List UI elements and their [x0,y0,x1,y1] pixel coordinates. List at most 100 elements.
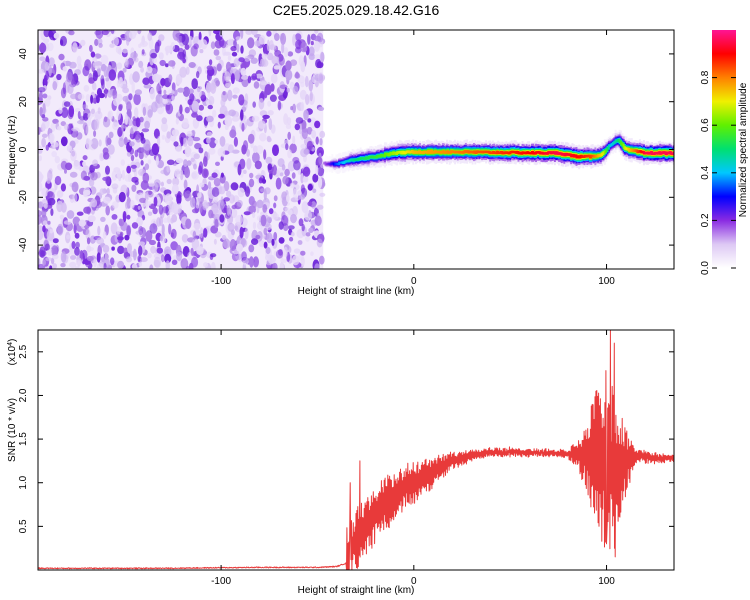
trace-segment [514,150,517,154]
noise-blob [54,155,60,164]
trace-segment [468,150,471,154]
colorbar-tick-label: 0.8 [700,70,711,84]
noise-blob [231,125,236,137]
noise-blob [44,243,51,251]
noise-blob [190,157,195,162]
noise-blob [157,136,161,147]
noise-blob [128,30,137,40]
trace-segment [356,158,359,161]
colorbar-gradient [712,30,736,268]
trace-segment [402,150,405,155]
noise-blob [246,158,252,170]
noise-blob [60,262,66,268]
noise-blob [117,236,124,241]
noise-blob [261,53,268,59]
noise-blob [141,244,146,254]
trace-segment [440,150,443,154]
trace-segment [389,151,392,156]
noise-blob [311,129,317,139]
noise-blob [74,232,80,239]
trace-segment [482,150,485,154]
noise-blob [290,213,297,224]
noise-blob [94,38,99,47]
trace-segment [425,150,428,154]
noise-blob [266,216,272,223]
noise-blob [193,153,200,160]
trace-segment [644,151,647,155]
noise-blob [126,225,131,237]
noise-blob [83,113,89,121]
noise-blob [298,194,306,200]
noise-blob [297,190,302,197]
noise-blob [203,228,208,238]
noise-blob [52,263,57,269]
trace-segment [638,150,641,153]
noise-blob [198,104,204,111]
noise-blob [232,94,238,99]
noise-blob [85,228,91,240]
trace-segment [621,142,624,147]
trace-segment [446,150,448,154]
trace-segment [535,151,537,155]
noise-blob [252,151,260,164]
noise-blob [54,175,62,186]
trace-segment [537,151,540,154]
noise-blob [97,38,103,45]
noise-blob [39,56,46,62]
trace-segment [601,152,604,157]
trace-segment [427,150,430,154]
noise-blob [279,172,284,177]
noise-blob [196,246,204,255]
noise-blob [72,216,81,226]
noise-blob [96,237,105,245]
y-tick-label: 0.5 [18,519,29,533]
noise-blob [76,211,84,216]
noise-blob [183,179,188,190]
noise-blob [199,182,205,188]
trace-segment [458,150,461,154]
noise-blob [206,65,213,71]
noise-blob [52,238,59,244]
trace-segment [387,153,390,157]
noise-blob [39,90,43,100]
noise-blob [185,218,192,230]
trace-segment [392,151,394,156]
noise-blob [259,132,267,142]
noise-blob [285,60,292,71]
trace-segment [598,153,601,157]
noise-blob [171,82,176,92]
noise-blob [176,193,182,205]
noise-blob [64,168,67,174]
noise-blob [210,261,216,269]
noise-blob [125,58,129,68]
trace-segment [605,148,608,153]
noise-blob [256,199,264,209]
noise-blob [312,188,317,194]
trace-segment [362,157,365,160]
noise-blob [77,93,85,100]
trace-segment [663,151,666,154]
noise-blob [149,264,154,269]
noise-blob [175,73,183,85]
noise-blob [316,61,324,69]
trace-segment [516,150,519,154]
noise-blob [194,142,202,150]
noise-blob [208,147,216,155]
trace-segment [545,152,548,155]
noise-blob [307,201,313,207]
noise-blob [152,73,161,83]
noise-blob [211,187,220,197]
noise-blob [181,234,189,243]
noise-blob [319,192,326,197]
trace-segment [572,153,575,158]
noise-blob [267,163,273,171]
noise-blob [251,30,258,36]
noise-blob [314,30,319,34]
noise-blob [264,187,271,195]
trace-segment [398,150,401,154]
noise-blob [203,262,209,268]
y-tick-label: 20 [18,96,29,108]
noise-blob [135,134,142,143]
trace-segment [593,154,595,158]
noise-blob [317,72,324,84]
